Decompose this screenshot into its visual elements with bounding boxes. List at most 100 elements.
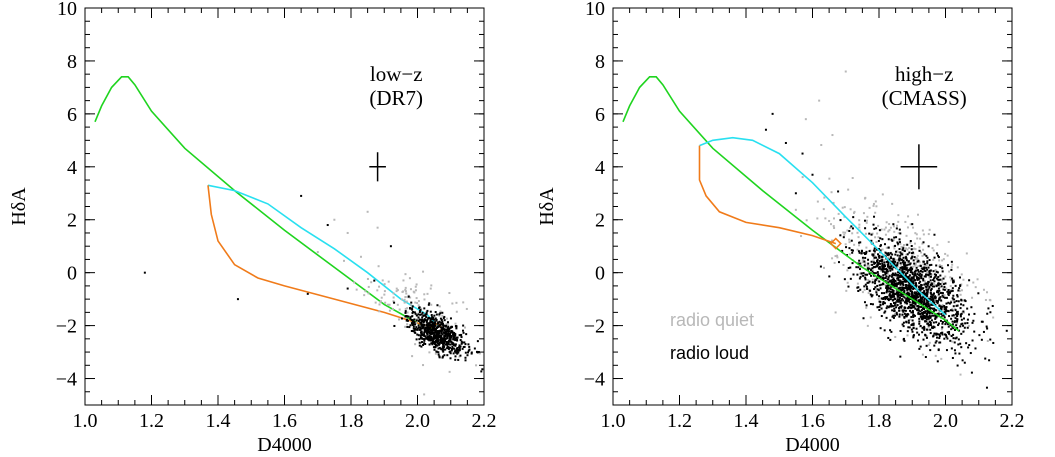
radio-quiet-point	[953, 315, 956, 318]
radio-quiet-point	[915, 233, 918, 236]
radio-loud-point	[921, 318, 924, 321]
radio-quiet-point	[873, 251, 876, 254]
radio-loud-point	[915, 297, 918, 300]
x-tick-label: 1.6	[800, 410, 825, 432]
radio-loud-point	[912, 334, 915, 337]
radio-loud-point	[446, 327, 449, 330]
radio-loud-point	[962, 317, 965, 320]
radio-loud-point	[901, 268, 904, 271]
radio-loud-point	[428, 339, 431, 342]
radio-loud-point	[436, 332, 439, 335]
radio-loud-point	[408, 326, 411, 329]
radio-loud-point	[910, 257, 913, 260]
radio-quiet-point	[828, 177, 831, 180]
radio-quiet-point	[900, 245, 903, 248]
radio-loud-point	[933, 309, 936, 312]
radio-loud-point	[884, 273, 887, 276]
radio-loud-point	[437, 339, 440, 342]
radio-loud-point	[919, 297, 922, 300]
radio-loud-point	[897, 278, 900, 281]
radio-quiet-point	[395, 290, 398, 293]
radio-loud-point	[906, 243, 909, 246]
radio-loud-point	[928, 312, 931, 315]
radio-loud-point	[891, 278, 894, 281]
radio-loud-point	[447, 341, 450, 344]
radio-loud-point	[927, 303, 930, 306]
radio-loud-point	[938, 305, 941, 308]
radio-loud-point	[941, 321, 944, 324]
radio-loud-point	[874, 282, 877, 285]
radio-loud-point	[445, 337, 448, 340]
radio-quiet-point	[884, 233, 887, 236]
radio-loud-point	[921, 291, 924, 294]
radio-quiet-point	[949, 285, 952, 288]
radio-loud-point	[424, 343, 427, 346]
radio-loud-point	[899, 283, 902, 286]
radio-loud-point	[933, 301, 936, 304]
radio-loud-point	[890, 285, 893, 288]
annotation-line-1: high−z	[895, 62, 954, 86]
radio-loud-point	[908, 285, 911, 288]
radio-loud-point	[862, 274, 865, 277]
radio-quiet-point	[888, 223, 891, 226]
radio-quiet-point	[441, 314, 444, 317]
radio-loud-point	[446, 354, 449, 357]
radio-loud-point	[837, 261, 840, 264]
radio-loud-point	[954, 284, 957, 287]
radio-quiet-point	[455, 301, 458, 304]
radio-loud-point	[940, 332, 943, 335]
radio-loud-point	[889, 269, 892, 272]
radio-loud-point	[912, 251, 915, 254]
radio-loud-point	[457, 358, 460, 361]
radio-loud-point	[942, 283, 945, 286]
x-tick-label: 1.8	[339, 410, 364, 432]
radio-loud-point	[871, 281, 874, 284]
radio-loud-point	[897, 292, 900, 295]
radio-loud-point	[971, 339, 974, 342]
radio-quiet-point	[384, 301, 387, 304]
radio-quiet-point	[874, 200, 877, 203]
radio-loud-point	[914, 298, 917, 301]
radio-loud-point	[956, 295, 959, 298]
radio-loud-point	[868, 280, 871, 283]
radio-loud-point	[429, 324, 432, 327]
radio-quiet-point	[906, 226, 909, 229]
radio-loud-point	[454, 337, 457, 340]
radio-loud-point	[929, 297, 932, 300]
radio-loud-point	[959, 284, 962, 287]
radio-loud-point	[886, 288, 889, 291]
radio-loud-point	[941, 331, 944, 334]
radio-loud-point	[881, 267, 884, 270]
radio-loud-point	[929, 272, 932, 275]
radio-quiet-point	[951, 308, 954, 311]
radio-loud-point	[429, 319, 432, 322]
radio-loud-point	[905, 259, 908, 262]
y-tick-label: 0	[67, 263, 77, 285]
radio-loud-point	[877, 289, 880, 292]
radio-quiet-point	[864, 262, 867, 265]
radio-loud-point	[926, 303, 929, 306]
radio-loud-point	[400, 317, 403, 320]
radio-loud-point	[446, 335, 449, 338]
radio-quiet-point	[949, 276, 952, 279]
radio-loud-point	[449, 352, 452, 355]
radio-loud-point	[883, 265, 886, 268]
radio-quiet-point	[408, 315, 411, 318]
radio-loud-point	[891, 315, 894, 318]
radio-quiet-point	[918, 246, 921, 249]
radio-loud-point	[417, 326, 420, 329]
radio-quiet-point	[832, 201, 835, 204]
radio-quiet-point	[948, 270, 951, 273]
radio-loud-point	[937, 312, 940, 315]
radio-loud-point	[922, 303, 925, 306]
radio-quiet-point	[404, 273, 407, 276]
radio-loud-point	[954, 317, 957, 320]
radio-loud-point	[913, 306, 916, 309]
radio-loud-point	[892, 285, 895, 288]
radio-loud-point	[893, 262, 896, 265]
radio-quiet-point	[416, 302, 419, 305]
radio-loud-point	[419, 313, 422, 316]
radio-loud-point	[433, 348, 436, 351]
radio-loud-point	[435, 318, 438, 321]
radio-loud-point	[900, 252, 903, 255]
